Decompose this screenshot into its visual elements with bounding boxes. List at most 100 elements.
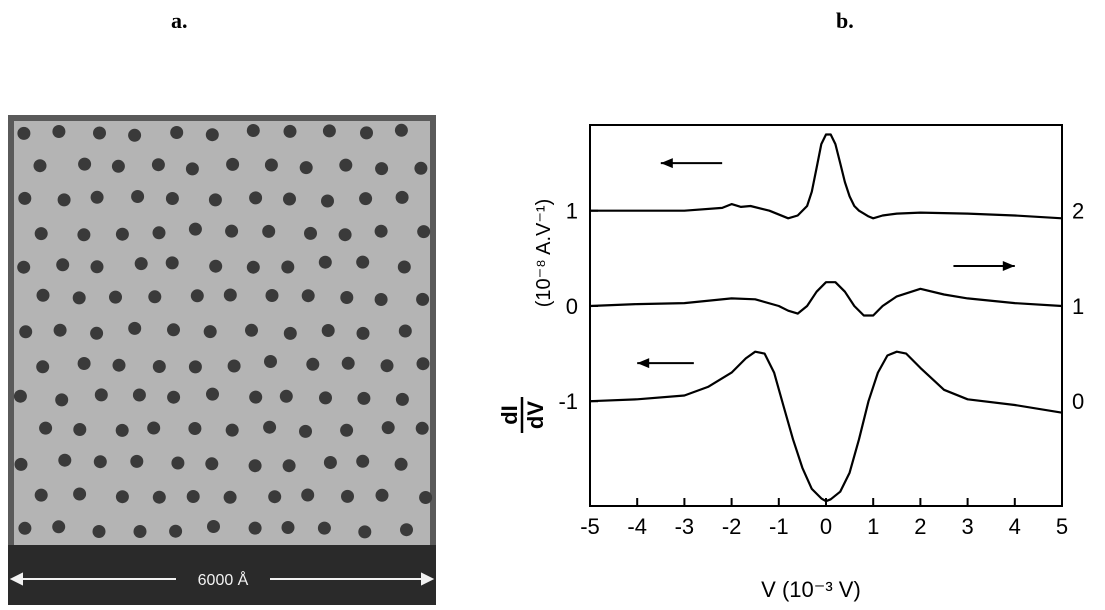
vortex-dot xyxy=(18,522,31,535)
vortex-dot xyxy=(15,458,28,471)
vortex-dot xyxy=(134,525,147,538)
vortex-dot xyxy=(128,322,141,335)
vortex-dot xyxy=(207,520,220,533)
curve-label-0: 0 xyxy=(1072,389,1084,414)
x-tick-label: -5 xyxy=(580,514,600,539)
vortex-dot xyxy=(358,525,371,538)
vortex-dot xyxy=(188,422,201,435)
vortex-dot xyxy=(135,257,148,270)
vortex-dot xyxy=(262,225,275,238)
vortex-dot xyxy=(249,459,262,472)
vortex-dot xyxy=(94,455,107,468)
vortex-dot xyxy=(301,489,314,502)
vortex-dot xyxy=(205,457,218,470)
vortex-dot xyxy=(35,227,48,240)
vortex-dot xyxy=(357,392,370,405)
vortex-dot xyxy=(90,327,103,340)
arrow-curve-2-head xyxy=(661,158,673,168)
vortex-dot xyxy=(399,325,412,338)
vortex-dot xyxy=(130,455,143,468)
vortex-dot xyxy=(322,324,335,337)
y-tick-label: -1 xyxy=(558,389,578,414)
x-tick-label: 3 xyxy=(961,514,973,539)
x-tick-label: 0 xyxy=(820,514,832,539)
vortex-dot xyxy=(91,260,104,273)
x-tick-label: 1 xyxy=(867,514,879,539)
vortex-dot xyxy=(417,225,430,238)
vortex-dot xyxy=(324,456,337,469)
vortex-dot xyxy=(264,355,277,368)
vortex-dot xyxy=(17,127,30,140)
vortex-dot xyxy=(360,126,373,139)
vortex-dot xyxy=(169,525,182,538)
vortex-dot xyxy=(340,424,353,437)
x-tick-label: 4 xyxy=(1009,514,1021,539)
x-tick-label: -1 xyxy=(769,514,789,539)
vortex-dot xyxy=(206,128,219,141)
vortex-dot xyxy=(341,490,354,503)
vortex-dot xyxy=(419,491,432,504)
vortex-dot xyxy=(153,360,166,373)
vortex-dot xyxy=(321,195,334,208)
vortex-dot xyxy=(400,523,413,536)
vortex-dot xyxy=(34,159,47,172)
vortex-dot xyxy=(247,261,260,274)
vortex-dot xyxy=(54,324,67,337)
arrow-curve-0-head xyxy=(637,358,649,368)
vortex-dot xyxy=(18,192,31,205)
vortex-dot xyxy=(375,225,388,238)
vortex-dot xyxy=(224,289,237,302)
vortex-dot xyxy=(209,260,222,273)
vortex-dot xyxy=(116,228,129,241)
vortex-dot xyxy=(306,358,319,371)
vortex-dot xyxy=(225,225,238,238)
vortex-dot xyxy=(148,290,161,303)
vortex-dot xyxy=(73,291,86,304)
vortex-dot xyxy=(282,521,295,534)
vortex-dot xyxy=(395,124,408,137)
vortex-dot xyxy=(247,124,260,137)
vortex-dot xyxy=(77,228,90,241)
curve-label-2: 2 xyxy=(1072,199,1084,224)
vortex-dot xyxy=(268,490,281,503)
arrow-curve-1-head xyxy=(1003,261,1015,271)
vortex-dot xyxy=(300,161,313,174)
vortex-dot xyxy=(153,226,166,239)
vortex-dot xyxy=(37,289,50,302)
vortex-dot xyxy=(73,423,86,436)
vortex-dot xyxy=(359,192,372,205)
vortex-dot xyxy=(342,357,355,370)
vortex-dot xyxy=(147,422,160,435)
vortex-dot xyxy=(36,360,49,373)
vortex-dot xyxy=(417,357,430,370)
plot-frame xyxy=(590,125,1062,506)
vortex-dot xyxy=(93,525,106,538)
panel-a-label: a. xyxy=(171,8,188,34)
vortex-dot xyxy=(356,455,369,468)
vortex-dot xyxy=(381,359,394,372)
vortex-dot xyxy=(283,193,296,206)
vortex-dot xyxy=(226,424,239,437)
vortex-dot xyxy=(116,424,129,437)
vortex-dot xyxy=(73,488,86,501)
series-2-line xyxy=(590,135,1062,219)
vortex-dot xyxy=(166,192,179,205)
vortex-dot xyxy=(228,360,241,373)
vortex-dot xyxy=(116,490,129,503)
vortex-dot xyxy=(112,160,125,173)
vortex-dot xyxy=(128,129,141,142)
vortex-dot xyxy=(304,227,317,240)
vortex-dot xyxy=(376,489,389,502)
vortex-dot xyxy=(396,393,409,406)
vortex-dot xyxy=(187,490,200,503)
vortex-dot xyxy=(284,327,297,340)
vortex-dot xyxy=(283,459,296,472)
vortex-dot xyxy=(339,159,352,172)
vortex-dot xyxy=(339,228,352,241)
vortex-dot xyxy=(280,390,293,403)
x-tick-label: -4 xyxy=(627,514,647,539)
vortex-dot xyxy=(209,193,222,206)
vortex-dot xyxy=(109,291,122,304)
